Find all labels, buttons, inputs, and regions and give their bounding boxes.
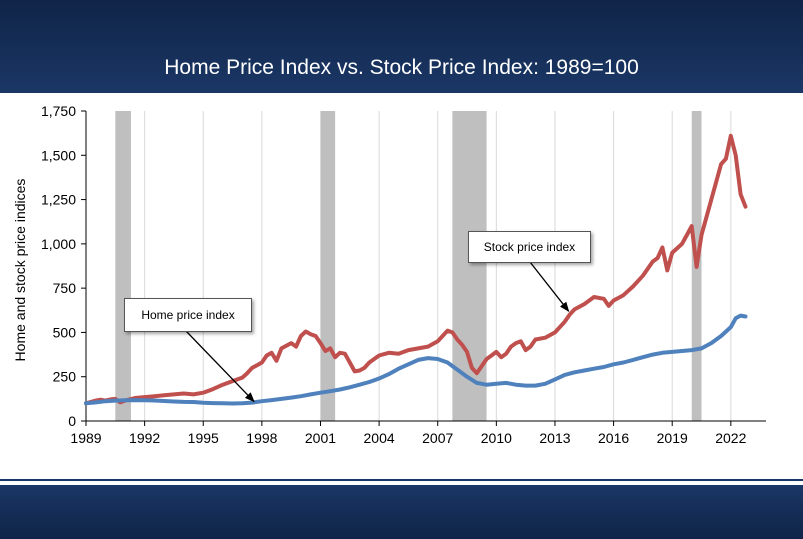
bottom-banner <box>0 479 803 539</box>
y-tick-label: 1,250 <box>41 192 76 208</box>
y-tick-label: 0 <box>68 413 76 429</box>
x-tick-label: 1998 <box>246 430 277 446</box>
stock-price-index-line <box>84 133 748 406</box>
shaded-period <box>115 111 131 421</box>
chart-title: Home Price Index vs. Stock Price Index: … <box>164 56 639 79</box>
x-tick-label: 2013 <box>539 430 570 446</box>
y-tick-label: 1,750 <box>41 103 76 119</box>
x-tick-label: 2019 <box>657 430 688 446</box>
x-tick-label: 2004 <box>364 430 395 446</box>
x-tick-label: 2022 <box>715 430 746 446</box>
x-tick-label: 2016 <box>598 430 629 446</box>
x-tick-label: 2001 <box>305 430 336 446</box>
x-tick-label: 2007 <box>422 430 453 446</box>
y-tick-label: 250 <box>53 369 77 385</box>
y-tick-label: 500 <box>53 324 77 340</box>
shaded-period <box>452 111 487 421</box>
top-banner <box>0 0 803 93</box>
home-price-callout: Home price index <box>124 298 252 332</box>
stock-price-callout: Stock price index <box>468 231 591 263</box>
y-tick-label: 750 <box>53 280 77 296</box>
annotation-arrow <box>529 261 570 312</box>
x-tick-label: 2010 <box>481 430 512 446</box>
x-tick-label: 1992 <box>129 430 160 446</box>
y-tick-label: 1,000 <box>41 236 76 252</box>
x-tick-label: 1995 <box>188 430 219 446</box>
y-tick-label: 1,500 <box>41 147 76 163</box>
home-price-index-line <box>84 313 748 406</box>
shaded-period <box>320 111 336 421</box>
x-tick-label: 1989 <box>70 430 101 446</box>
annotation-arrow <box>185 330 255 403</box>
